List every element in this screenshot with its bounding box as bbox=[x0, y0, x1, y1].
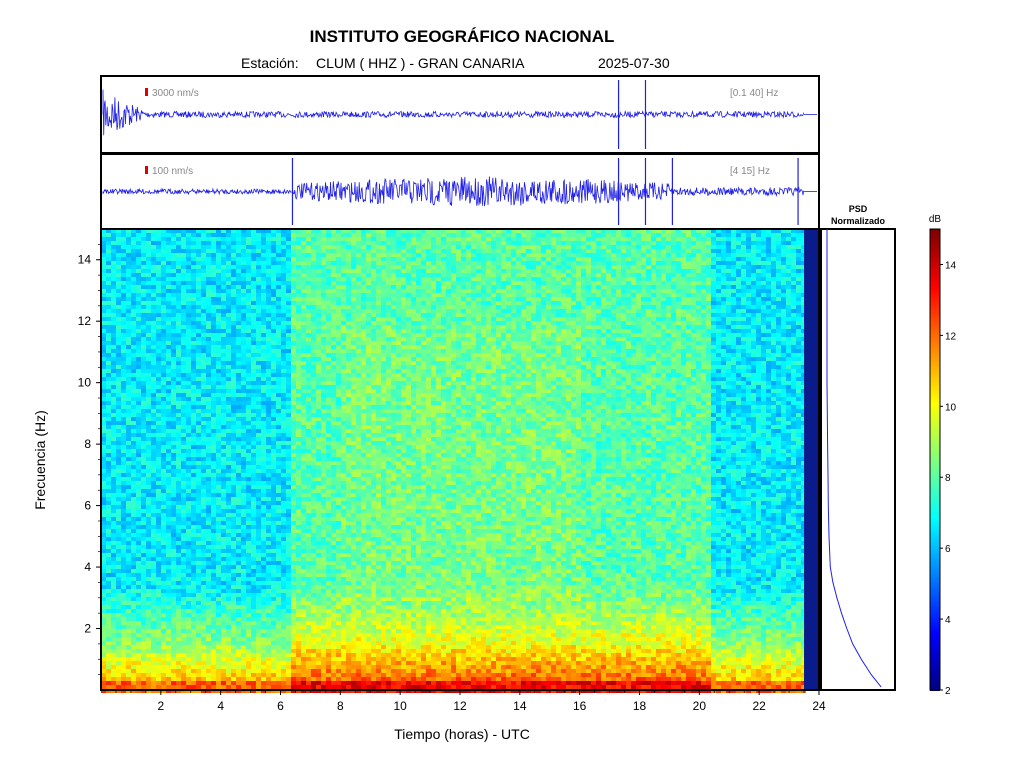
x-tick-label: 24 bbox=[812, 699, 826, 713]
y-tick-label: 8 bbox=[84, 437, 91, 451]
seismogram-top-frame bbox=[100, 75, 820, 154]
station-name: CLUM ( HHZ ) - GRAN CANARIA bbox=[316, 55, 525, 71]
y-tick-label: 4 bbox=[84, 560, 91, 574]
x-tick-label: 6 bbox=[277, 699, 284, 713]
spectrogram-gap bbox=[804, 229, 819, 690]
seismogram-bottom-filter-label: [4 15] Hz bbox=[730, 166, 770, 177]
date-label: 2025-07-30 bbox=[598, 55, 670, 71]
y-tick-label: 6 bbox=[84, 499, 91, 513]
x-tick-label: 8 bbox=[337, 699, 344, 713]
x-tick-label: 14 bbox=[513, 699, 527, 713]
colorbar-tick-label: 6 bbox=[945, 544, 951, 555]
x-tick-label: 22 bbox=[752, 699, 766, 713]
psd-subtitle: Normalizado bbox=[831, 216, 886, 226]
psd-line bbox=[826, 229, 882, 688]
colorbar-gradient bbox=[930, 229, 940, 691]
colorbar-tick-label: 2 bbox=[945, 686, 951, 697]
colorbar-tick-label: 12 bbox=[945, 331, 957, 342]
psd-title: PSD bbox=[849, 204, 868, 214]
station-label: Estación: bbox=[241, 55, 299, 71]
colorbar-tick-label: 8 bbox=[945, 473, 951, 484]
seismogram-top-trace bbox=[102, 89, 805, 136]
seismogram-bottom-scale-label: 100 nm/s bbox=[152, 166, 193, 177]
colorbar-tick-label: 14 bbox=[945, 260, 957, 271]
y-tick-label: 12 bbox=[78, 314, 92, 328]
x-tick-label: 4 bbox=[217, 699, 224, 713]
psd-frame bbox=[820, 228, 896, 691]
colorbar-tick-label: 4 bbox=[945, 615, 951, 626]
y-axis-label: Frecuencia (Hz) bbox=[32, 410, 48, 510]
x-tick-label: 10 bbox=[393, 699, 407, 713]
y-tick-label: 2 bbox=[84, 622, 91, 636]
seismogram-bottom-frame bbox=[100, 153, 820, 230]
x-tick-label: 12 bbox=[453, 699, 467, 713]
seismogram-top-scale-bar bbox=[145, 88, 148, 96]
y-tick-label: 10 bbox=[78, 376, 92, 390]
seismogram-top-filter-label: [0.1 40] Hz bbox=[730, 88, 778, 99]
seismogram-bottom-scale-bar bbox=[145, 166, 148, 174]
chart-title: INSTITUTO GEOGRÁFICO NACIONAL bbox=[309, 27, 615, 46]
spectrogram-cells bbox=[101, 229, 806, 693]
x-tick-label: 20 bbox=[693, 699, 707, 713]
seismogram-bottom-trace bbox=[102, 176, 805, 207]
x-tick-label: 16 bbox=[573, 699, 587, 713]
colorbar-frame bbox=[929, 228, 941, 691]
x-tick-label: 2 bbox=[157, 699, 164, 713]
colorbar-tick-label: 10 bbox=[945, 402, 957, 413]
seismogram-top-scale-label: 3000 nm/s bbox=[152, 88, 199, 99]
y-tick-label: 14 bbox=[78, 253, 92, 267]
x-tick-label: 18 bbox=[633, 699, 647, 713]
x-axis-label: Tiempo (horas) - UTC bbox=[394, 726, 530, 742]
colorbar-unit: dB bbox=[929, 214, 942, 225]
